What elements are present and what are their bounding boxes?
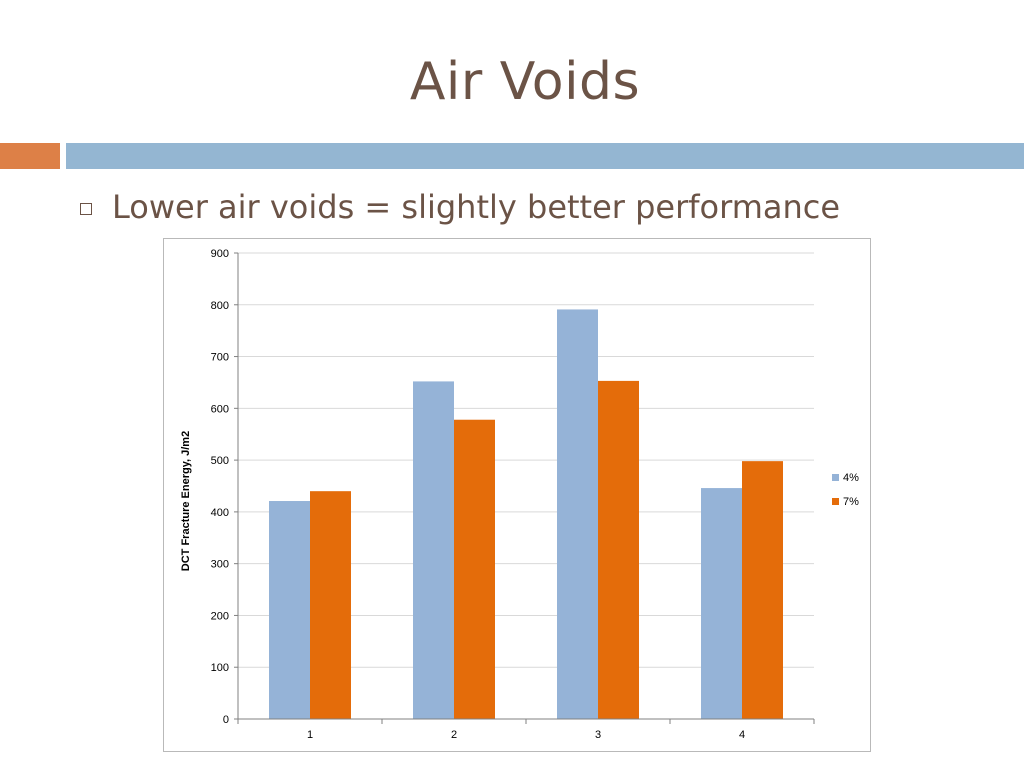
accent-bar-blue bbox=[66, 143, 1024, 169]
legend-label: 4% bbox=[843, 472, 859, 484]
accent-bar-orange bbox=[0, 143, 60, 169]
bar bbox=[269, 501, 310, 719]
y-tick-label: 400 bbox=[211, 507, 229, 519]
bar bbox=[598, 380, 639, 719]
y-tick-label: 100 bbox=[211, 662, 229, 674]
bar bbox=[742, 461, 783, 719]
bullet-text: Lower air voids = slightly better perfor… bbox=[112, 188, 841, 226]
y-tick-label: 600 bbox=[211, 403, 229, 415]
bullet-item: Lower air voids = slightly better perfor… bbox=[80, 188, 840, 226]
bars bbox=[269, 309, 783, 719]
axes: 0 100 200 300 400 500 600 700 800 900 1 2 3 4 bbox=[211, 248, 815, 741]
bar-chart: 0 100 200 300 400 500 600 700 800 900 1 2 3 4 DCT Fra… bbox=[180, 248, 859, 741]
bullet-square-icon bbox=[80, 203, 92, 215]
y-tick-label: 700 bbox=[211, 352, 229, 364]
y-axis-label: DCT Fracture Energy, J/m2 bbox=[180, 431, 192, 571]
bar bbox=[557, 309, 598, 719]
bar bbox=[454, 419, 495, 719]
legend: 4% 7% bbox=[832, 472, 859, 508]
y-tick-label: 500 bbox=[211, 455, 229, 467]
x-tick-label: 4 bbox=[739, 729, 745, 741]
y-tick-label: 900 bbox=[211, 248, 229, 260]
bar bbox=[701, 488, 742, 719]
legend-swatch bbox=[832, 498, 839, 505]
bar bbox=[413, 381, 454, 719]
bar bbox=[310, 491, 351, 719]
legend-swatch bbox=[832, 474, 839, 481]
slide-title: Air Voids bbox=[409, 52, 641, 112]
x-tick-label: 2 bbox=[451, 729, 457, 741]
legend-label: 7% bbox=[843, 496, 859, 508]
chart-frame: 0 100 200 300 400 500 600 700 800 900 1 2 3 4 DCT Fra… bbox=[163, 238, 871, 752]
y-tick-label: 800 bbox=[211, 300, 229, 312]
y-tick-label: 0 bbox=[223, 714, 229, 726]
y-tick-label: 300 bbox=[211, 559, 229, 571]
x-tick-label: 3 bbox=[595, 729, 601, 741]
y-tick-label: 200 bbox=[211, 610, 229, 622]
x-tick-label: 1 bbox=[307, 729, 313, 741]
